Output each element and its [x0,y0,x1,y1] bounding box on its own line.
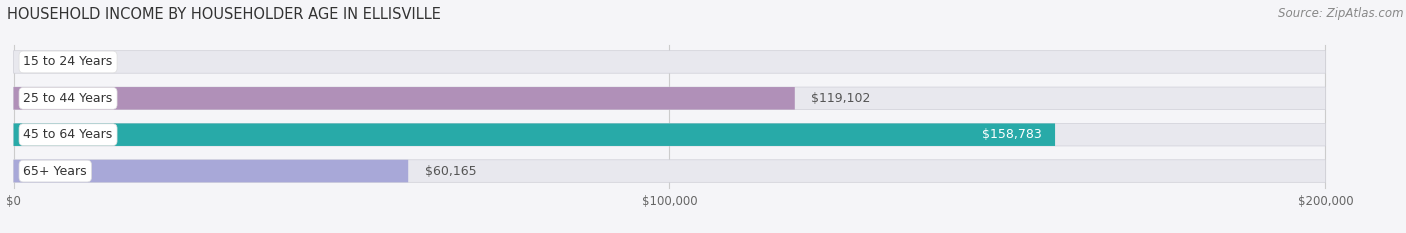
Text: 45 to 64 Years: 45 to 64 Years [24,128,112,141]
FancyBboxPatch shape [14,160,408,182]
Text: $60,165: $60,165 [425,164,477,178]
FancyBboxPatch shape [14,160,1326,182]
Text: $158,783: $158,783 [983,128,1042,141]
FancyBboxPatch shape [14,87,794,110]
Text: 25 to 44 Years: 25 to 44 Years [24,92,112,105]
Text: 65+ Years: 65+ Years [24,164,87,178]
Text: $0: $0 [30,55,46,69]
Text: Source: ZipAtlas.com: Source: ZipAtlas.com [1278,7,1403,20]
FancyBboxPatch shape [14,123,1054,146]
Text: 15 to 24 Years: 15 to 24 Years [24,55,112,69]
FancyBboxPatch shape [14,51,1326,73]
Text: HOUSEHOLD INCOME BY HOUSEHOLDER AGE IN ELLISVILLE: HOUSEHOLD INCOME BY HOUSEHOLDER AGE IN E… [7,7,441,22]
Text: $119,102: $119,102 [811,92,870,105]
FancyBboxPatch shape [14,123,1326,146]
FancyBboxPatch shape [14,87,1326,110]
